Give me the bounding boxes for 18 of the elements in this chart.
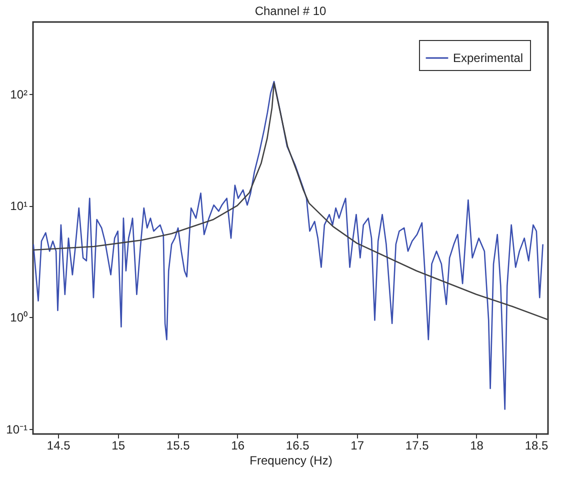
x-tick-label: 18.5 — [524, 438, 549, 452]
x-tick-label: 18 — [470, 438, 484, 452]
y-tick-label: 10⁰ — [10, 310, 28, 325]
x-tick-label: 15 — [112, 438, 126, 452]
y-tick-label: 10² — [10, 87, 28, 102]
legend-label: Experimental — [453, 51, 524, 65]
x-tick-label: 15.5 — [166, 438, 190, 452]
chart-title: Channel # 10 — [254, 4, 327, 18]
x-tick-label: 16.5 — [286, 438, 310, 452]
line-series — [33, 82, 548, 320]
x-axis-title: Frequency (Hz) — [250, 454, 332, 468]
line-series — [33, 80, 544, 410]
y-tick-label: 10¹ — [10, 199, 28, 214]
x-tick-label: 17 — [350, 438, 364, 452]
y-tick-label: 10⁻¹ — [6, 422, 28, 436]
x-tick-label: 16 — [231, 438, 245, 452]
x-tick-label: 14.5 — [46, 438, 71, 452]
x-tick-label: 17.5 — [405, 438, 430, 452]
